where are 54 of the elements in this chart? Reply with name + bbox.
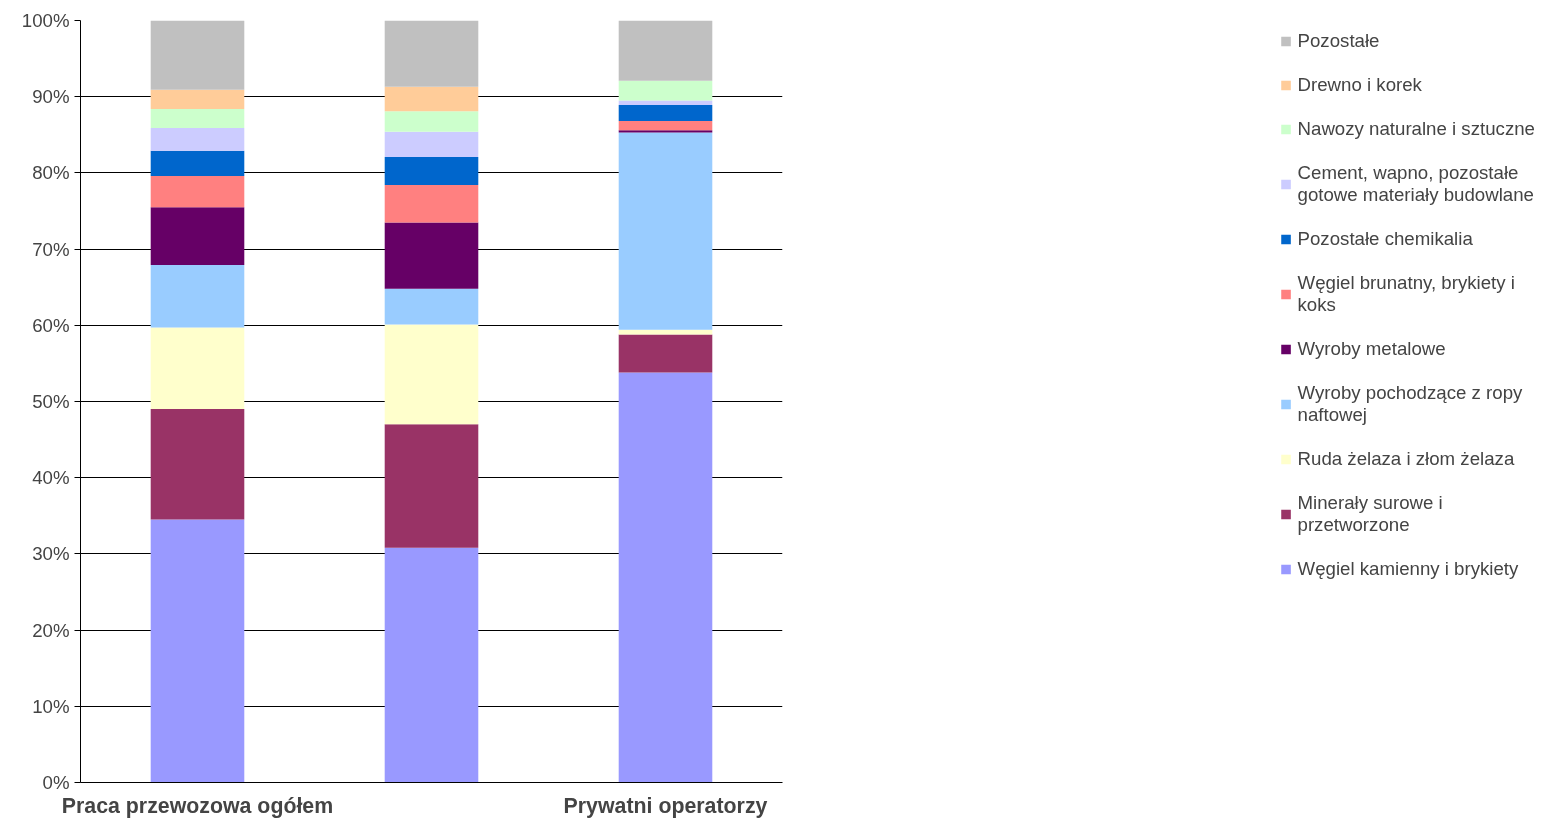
bar bbox=[150, 150, 245, 176]
bar bbox=[150, 175, 245, 208]
y-tick-label: 80% bbox=[32, 162, 70, 184]
bar bbox=[150, 409, 245, 520]
bar bbox=[384, 547, 479, 783]
y-tick-label: 60% bbox=[32, 314, 70, 336]
x-tick-label: Praca przewozowa ogółem bbox=[61, 793, 334, 818]
legend-label: Węgiel kamienny i brykiety bbox=[1297, 558, 1519, 580]
bar bbox=[384, 288, 479, 325]
bar bbox=[618, 121, 713, 131]
legend-label: Nawozy naturalne i sztuczne bbox=[1297, 118, 1535, 140]
bar bbox=[618, 105, 713, 122]
bar bbox=[150, 327, 245, 410]
bar bbox=[150, 207, 245, 266]
y-tick-label: 50% bbox=[32, 391, 70, 412]
bar bbox=[150, 89, 245, 109]
y-tick-label: 90% bbox=[32, 86, 70, 108]
y-tick-label: 100% bbox=[21, 10, 70, 31]
y-tick-label: 40% bbox=[32, 467, 70, 489]
bar bbox=[384, 111, 479, 132]
bar bbox=[384, 324, 479, 425]
y-tick-label: 20% bbox=[32, 619, 70, 641]
bar bbox=[618, 130, 713, 133]
bar bbox=[384, 222, 479, 289]
bar bbox=[618, 334, 713, 373]
legend-label: Wyroby metalowe bbox=[1297, 338, 1446, 360]
bar bbox=[150, 108, 245, 128]
bar bbox=[150, 127, 245, 151]
legend-label: Pozostałe bbox=[1297, 30, 1380, 52]
bar bbox=[618, 20, 713, 81]
y-tick-label: 30% bbox=[32, 543, 70, 565]
legend-label: Minerały surowe i przetworzone bbox=[1297, 492, 1443, 536]
bar bbox=[384, 20, 479, 87]
bar bbox=[150, 519, 245, 783]
bar bbox=[384, 131, 479, 157]
bar bbox=[384, 424, 479, 548]
legend-label: Ruda żelaza i złom żelaza bbox=[1297, 448, 1515, 470]
y-tick-label: 70% bbox=[32, 238, 70, 260]
bar bbox=[618, 132, 713, 330]
bar bbox=[150, 20, 245, 90]
x-tick-label: Prywatni operatorzy bbox=[563, 793, 768, 818]
bar bbox=[618, 80, 713, 101]
legend-label: Drewno i korek bbox=[1297, 74, 1422, 96]
bar bbox=[384, 185, 479, 223]
legend-label: Cement, wapno, pozostałe gotowe materiały budowlane bbox=[1297, 162, 1534, 206]
bar bbox=[384, 86, 479, 112]
bar bbox=[384, 156, 479, 186]
y-tick-label: 10% bbox=[32, 695, 70, 717]
y-tick-label: 0% bbox=[42, 772, 70, 793]
legend-label: Węgiel brunatny, brykiety i koks bbox=[1297, 272, 1515, 316]
legend-label: Wyroby pochodzące z ropy naftowej bbox=[1297, 382, 1523, 426]
legend-label: Pozostałe chemikalia bbox=[1297, 228, 1473, 250]
bar bbox=[618, 372, 713, 783]
bar bbox=[150, 265, 245, 328]
